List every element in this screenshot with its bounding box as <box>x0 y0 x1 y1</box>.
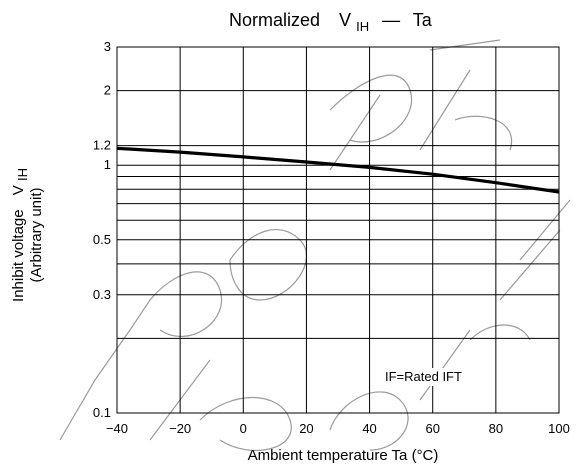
annotation-background <box>382 368 474 386</box>
y-axis-title-symbol-subscript: IH <box>15 168 30 181</box>
x-tick-labels: −40 −20 0 20 40 60 80 100 <box>106 421 570 436</box>
chart-title-symbol-subscript: IH <box>356 19 369 34</box>
x-tick-label: 100 <box>548 421 570 436</box>
y-axis-title: Inhibit voltage V IH (Arbitrary unit) <box>10 168 45 302</box>
chart-title-symbol: V <box>339 10 351 30</box>
y-tick-labels: 0.1 0.3 0.5 1 1.2 2 3 <box>93 39 111 420</box>
x-tick-label: 60 <box>425 421 439 436</box>
y-tick-label: 1 <box>104 157 111 172</box>
chart-title-dash: — <box>382 10 400 30</box>
y-tick-label: 3 <box>104 39 111 54</box>
y-axis-title-line1: Inhibit voltage V IH <box>10 168 30 302</box>
y-tick-label: 0.3 <box>93 287 111 302</box>
plot-area: IF=Rated IFT <box>116 46 560 414</box>
y-axis-title-line2: (Arbitrary unit) <box>28 187 45 282</box>
watermark <box>59 39 571 451</box>
plot-frame <box>116 46 560 414</box>
y-tick-label: 0.1 <box>93 405 111 420</box>
y-axis-title-text: Inhibit voltage <box>10 209 27 302</box>
x-tick-label: 20 <box>299 421 313 436</box>
annotation: IF=Rated IFT <box>385 369 462 384</box>
chart-title-text: Normalized <box>229 10 320 30</box>
watermark-text-outline <box>59 39 571 451</box>
y-axis-title-symbol: V <box>10 185 27 195</box>
x-gridlines <box>179 47 497 413</box>
x-tick-label: 40 <box>362 421 376 436</box>
x-tick-label: 0 <box>240 421 247 436</box>
x-tick-label: −40 <box>106 421 128 436</box>
series-line <box>116 146 560 194</box>
y-tick-label: 2 <box>104 83 111 98</box>
y-tick-label: 1.2 <box>93 138 111 153</box>
chart-title-variable: Ta <box>413 10 433 30</box>
series-layer <box>116 146 560 194</box>
chart-title: Normalized V IH — Ta <box>229 10 433 35</box>
x-tick-label: −20 <box>169 421 191 436</box>
y-gridlines <box>117 90 559 339</box>
y-tick-label: 0.5 <box>93 232 111 247</box>
x-axis-title: Ambient temperature Ta (°C) <box>248 447 439 464</box>
x-tick-label: 80 <box>489 421 503 436</box>
